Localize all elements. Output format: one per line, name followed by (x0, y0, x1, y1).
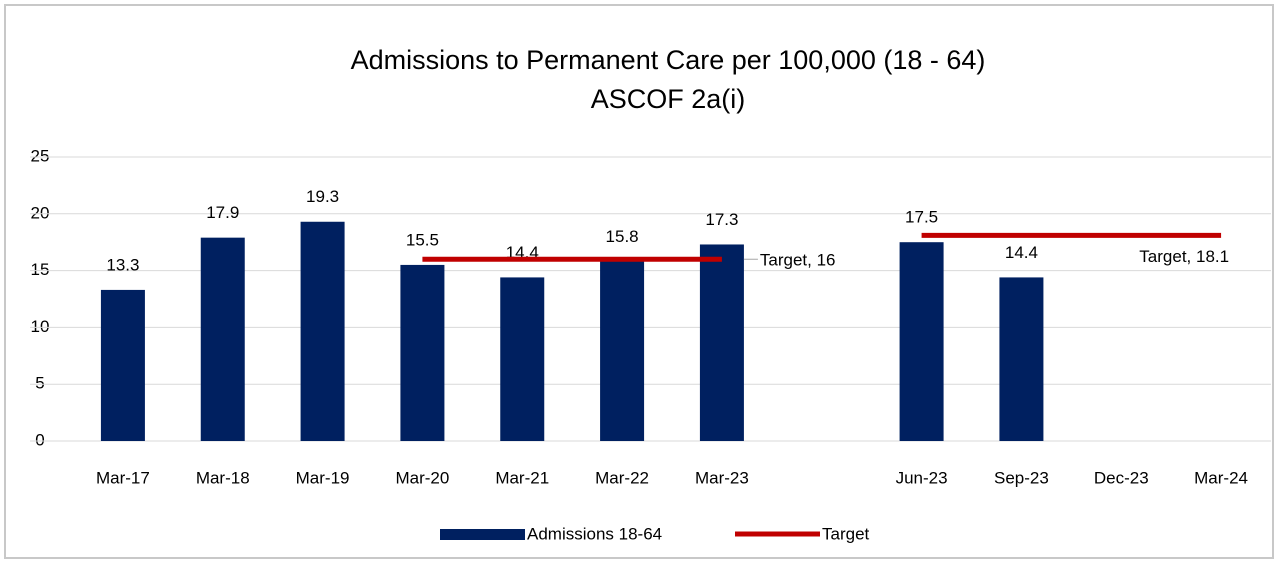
legend-label: Target (822, 524, 870, 543)
y-tick-label: 5 (35, 374, 44, 393)
data-label: 17.5 (905, 208, 938, 227)
data-label: 14.4 (1005, 243, 1038, 262)
y-tick-label: 15 (31, 260, 50, 279)
bar (600, 261, 645, 441)
x-tick-label: Mar-20 (395, 468, 449, 487)
target-label: Target, 16 (760, 251, 836, 270)
chart-title: Admissions to Permanent Care per 100,000… (351, 45, 986, 75)
y-tick-label: 20 (31, 203, 50, 222)
data-label: 13.3 (106, 255, 139, 274)
x-tick-label: Mar-17 (96, 468, 150, 487)
bar (899, 242, 944, 441)
bar (400, 264, 445, 441)
bar (699, 244, 744, 441)
data-label: 17.9 (206, 203, 239, 222)
x-tick-label: Dec-23 (1094, 468, 1149, 487)
data-label: 19.3 (306, 187, 339, 206)
y-tick-label: 0 (35, 430, 44, 449)
x-tick-label: Mar-21 (495, 468, 549, 487)
bar (300, 221, 345, 441)
legend-label: Admissions 18-64 (527, 524, 662, 543)
legend-swatch (440, 529, 525, 540)
bar (100, 289, 145, 441)
target-label: Target, 18.1 (1139, 247, 1229, 266)
x-tick-label: Mar-22 (595, 468, 649, 487)
x-tick-label: Mar-24 (1194, 468, 1248, 487)
x-tick-label: Mar-19 (296, 468, 350, 487)
data-label: 17.3 (705, 210, 738, 229)
y-tick-label: 25 (31, 146, 50, 165)
y-tick-label: 10 (31, 317, 50, 336)
bar (500, 277, 545, 441)
data-label: 15.8 (606, 227, 639, 246)
bar (200, 237, 245, 441)
chart-subtitle: ASCOF 2a(i) (591, 84, 746, 114)
data-label: 15.5 (406, 230, 439, 249)
x-tick-label: Sep-23 (994, 468, 1049, 487)
x-tick-label: Jun-23 (896, 468, 948, 487)
x-tick-label: Mar-18 (196, 468, 250, 487)
x-tick-label: Mar-23 (695, 468, 749, 487)
bar (999, 277, 1044, 441)
